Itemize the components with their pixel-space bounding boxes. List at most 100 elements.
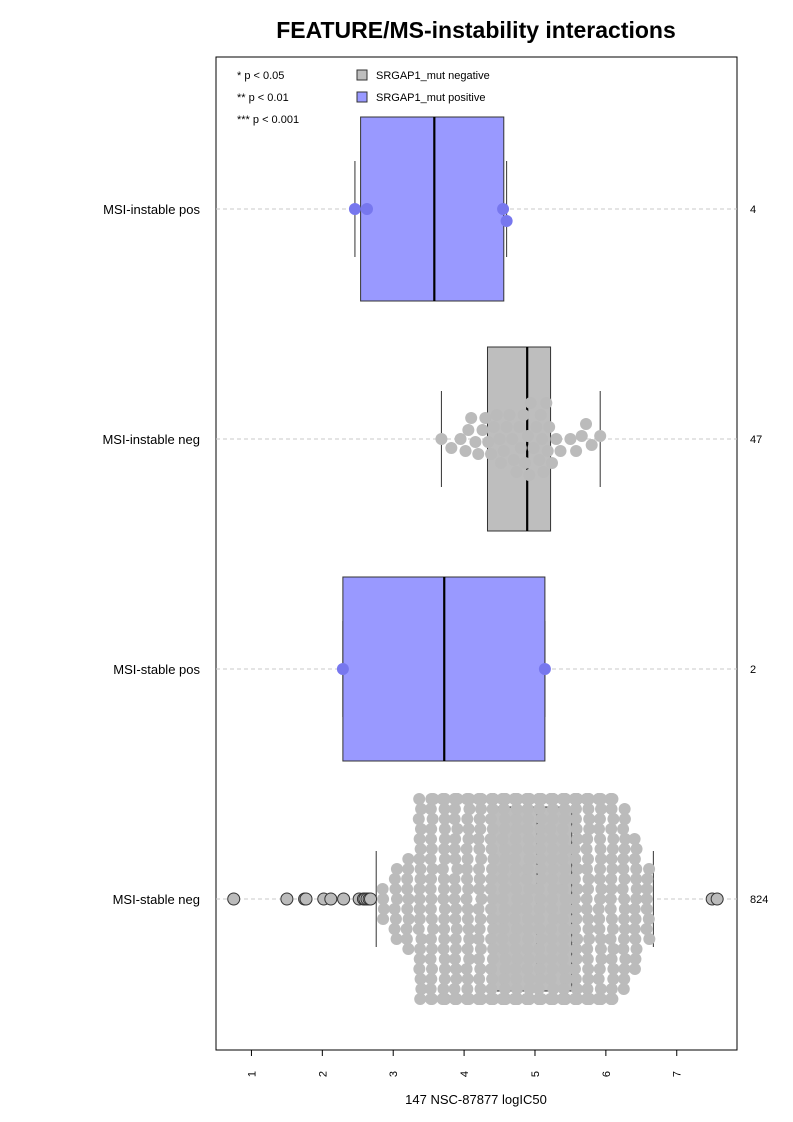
data-point bbox=[486, 973, 499, 985]
data-point bbox=[474, 793, 487, 805]
data-point bbox=[402, 913, 415, 925]
data-point bbox=[594, 983, 607, 995]
group-label: MSI-stable pos bbox=[113, 662, 200, 677]
data-point bbox=[493, 433, 506, 445]
data-point bbox=[618, 813, 631, 825]
data-point bbox=[606, 923, 619, 935]
data-point bbox=[448, 813, 461, 825]
data-point bbox=[546, 993, 559, 1005]
legend-label: SRGAP1_mut negative bbox=[376, 70, 490, 82]
data-point bbox=[592, 823, 605, 835]
data-point bbox=[497, 863, 510, 875]
data-point bbox=[461, 913, 474, 925]
data-point bbox=[569, 813, 582, 825]
data-point bbox=[571, 863, 584, 875]
data-point bbox=[486, 913, 499, 925]
data-point bbox=[413, 963, 426, 975]
data-point bbox=[462, 883, 475, 895]
data-point bbox=[499, 853, 512, 865]
data-point bbox=[499, 953, 512, 965]
data-point bbox=[583, 813, 596, 825]
data-point bbox=[594, 430, 607, 442]
data-point bbox=[426, 813, 439, 825]
data-point bbox=[451, 863, 464, 875]
data-point bbox=[438, 963, 451, 975]
data-point bbox=[640, 903, 653, 915]
data-point bbox=[486, 803, 499, 815]
data-point bbox=[546, 903, 559, 915]
data-point bbox=[475, 893, 488, 905]
significance-note: * p < 0.05 bbox=[237, 70, 284, 82]
data-point bbox=[594, 833, 607, 845]
data-point bbox=[640, 893, 653, 905]
data-point bbox=[438, 843, 451, 855]
data-point bbox=[593, 923, 606, 935]
data-point bbox=[558, 803, 571, 815]
data-point bbox=[532, 883, 545, 895]
data-point bbox=[594, 793, 607, 805]
data-point bbox=[594, 843, 607, 855]
data-point bbox=[389, 913, 402, 925]
data-point bbox=[618, 933, 631, 945]
group-count-label: 2 bbox=[750, 664, 756, 676]
data-point bbox=[461, 903, 474, 915]
data-point bbox=[595, 883, 608, 895]
data-point bbox=[510, 863, 523, 875]
data-point bbox=[527, 442, 540, 454]
data-point bbox=[592, 973, 605, 985]
data-point bbox=[424, 853, 437, 865]
data-point bbox=[377, 903, 390, 915]
data-point bbox=[617, 983, 630, 995]
data-point bbox=[474, 983, 487, 995]
data-point bbox=[437, 893, 450, 905]
data-point bbox=[509, 873, 522, 885]
data-point bbox=[425, 793, 438, 805]
data-point bbox=[541, 445, 554, 457]
data-point bbox=[618, 843, 631, 855]
data-point bbox=[618, 913, 631, 925]
data-point bbox=[510, 793, 523, 805]
data-point bbox=[476, 424, 489, 436]
data-point bbox=[460, 843, 473, 855]
data-point bbox=[500, 421, 513, 433]
data-point bbox=[535, 933, 548, 945]
data-point bbox=[570, 953, 583, 965]
data-point bbox=[547, 883, 560, 895]
data-point bbox=[521, 963, 534, 975]
data-point bbox=[532, 983, 545, 995]
data-point bbox=[438, 823, 451, 835]
data-point bbox=[535, 863, 548, 875]
data-point bbox=[535, 873, 548, 885]
data-point bbox=[498, 823, 511, 835]
data-point bbox=[554, 445, 567, 457]
data-point bbox=[534, 823, 547, 835]
data-point bbox=[604, 933, 617, 945]
legend-swatch bbox=[356, 91, 368, 103]
data-point bbox=[582, 873, 595, 885]
data-point bbox=[618, 903, 631, 915]
data-point bbox=[558, 963, 571, 975]
data-point bbox=[507, 454, 520, 466]
outlier-point bbox=[710, 892, 724, 906]
data-point bbox=[594, 943, 607, 955]
outlier-point bbox=[299, 892, 313, 906]
data-point bbox=[508, 853, 521, 865]
data-point bbox=[438, 933, 451, 945]
data-point bbox=[508, 933, 521, 945]
data-point bbox=[472, 903, 485, 915]
group-label: MSI-instable pos bbox=[103, 202, 200, 217]
data-point bbox=[377, 893, 390, 905]
data-point bbox=[534, 893, 547, 905]
data-point bbox=[605, 953, 618, 965]
data-point bbox=[472, 448, 485, 460]
data-point bbox=[628, 833, 641, 845]
data-point bbox=[499, 813, 512, 825]
data-point bbox=[473, 883, 486, 895]
data-point bbox=[546, 893, 559, 905]
data-point bbox=[618, 803, 631, 815]
data-point bbox=[556, 823, 569, 835]
data-point bbox=[583, 933, 596, 945]
data-point bbox=[486, 863, 499, 875]
data-point bbox=[424, 953, 437, 965]
